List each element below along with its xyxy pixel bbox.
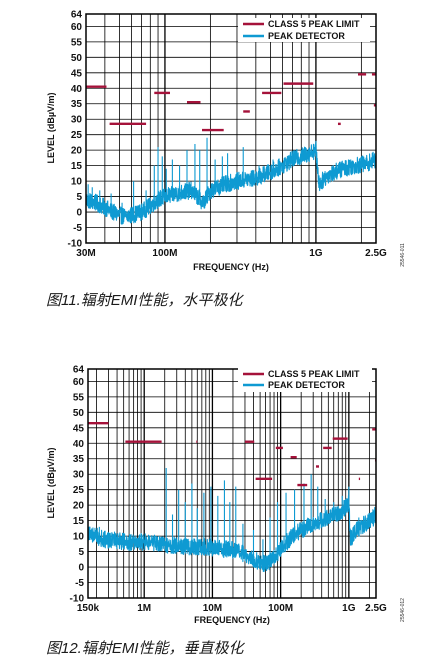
chart-1-ytick-label: 45: [71, 68, 83, 79]
chart-1-ytick-label: 50: [71, 53, 83, 64]
chart-2-ytick-label: 5: [78, 547, 84, 558]
chart-1-peak-detector-trace: [85, 137, 377, 225]
chart-2-legend-box: [238, 368, 372, 392]
chart-2-ytick-label: 0: [78, 563, 84, 574]
chart-1-ytick-label: 35: [71, 99, 83, 110]
chart-1-xtick-label: 100M: [152, 248, 177, 259]
chart-2-peak-detector-trace: [87, 468, 377, 573]
chart-1-xtick-label: 2.5G: [365, 248, 387, 259]
chart-2-figure-code: 25546-012: [400, 598, 406, 622]
chart-1-ytick-label: 5: [76, 192, 82, 203]
chart-2-xlabel: FREQUENCY (Hz): [194, 615, 270, 625]
chart-2-ytick-label: 40: [73, 439, 85, 450]
chart-2-ytick-label: 25: [73, 485, 85, 496]
chart-2-ytick-label: 64: [73, 365, 85, 376]
chart-2-legend: CLASS 5 PEAK LIMIT PEAK DETECTOR: [238, 368, 372, 392]
chart-2-ytick-label: 15: [73, 516, 85, 527]
figure-11-caption: 图11.辐射EMI性能，水平极化: [46, 292, 243, 309]
chart-2-ytick-label: 45: [73, 423, 85, 434]
chart-2-ytick-label: 35: [73, 454, 85, 465]
chart-2-plot-frame: [87, 368, 377, 599]
chart-2-xtick-label: 1M: [137, 603, 151, 614]
chart-2-ytick-label: 10: [73, 532, 85, 543]
chart-1-ytick-label: 60: [71, 22, 83, 33]
chart-2-xtick-label: 100M: [268, 603, 293, 614]
chart-2-ytick-label: 20: [73, 501, 85, 512]
chart-2-xtick-label: 150k: [77, 603, 100, 614]
chart-2-ytick-label: 30: [73, 470, 85, 481]
chart-1-ylabel: LEVEL (dBµV/m): [46, 92, 56, 163]
chart-2-gridlines: [88, 368, 376, 599]
chart-2-ylabel: LEVEL (dBµV/m): [46, 447, 56, 518]
chart-1-gridlines: [85, 13, 376, 244]
chart-1-ytick-label: 25: [71, 130, 83, 141]
chart-1-xtick-label: 30M: [76, 248, 95, 259]
chart-2-data: [87, 421, 377, 573]
chart-1-ytick-label: 20: [71, 146, 83, 157]
chart-1-ytick-label: 64: [71, 10, 83, 21]
chart-2-ytick-label: -10: [70, 594, 85, 605]
chart-1-figure-code: 25546-011: [400, 243, 406, 267]
chart-1-ytick-label: 15: [71, 161, 83, 172]
chart-1-ytick-label: -5: [73, 223, 82, 234]
chart-2-xtick-label: 10M: [203, 603, 222, 614]
chart-1-data: [85, 73, 377, 225]
chart-1-ytick-label: 40: [71, 84, 83, 95]
chart-2-ytick-label: -5: [75, 578, 84, 589]
chart-2-ytick-label: 55: [73, 392, 85, 403]
chart-2-ytick-label: 60: [73, 377, 85, 388]
chart-2-legend-label-peak: PEAK DETECTOR: [268, 380, 345, 390]
chart-2-xtick-label: 2.5G: [365, 603, 387, 614]
figure-12-caption: 图12.辐射EMI性能，垂直极化: [46, 640, 244, 657]
chart-1-ytick-label: 0: [76, 208, 82, 219]
chart-1-legend: CLASS 5 PEAK LIMIT PEAK DETECTOR: [238, 18, 370, 42]
chart-1-ytick-label: 30: [71, 115, 83, 126]
chart-1-plot-frame: [85, 13, 377, 244]
chart-1-legend-label-peak: PEAK DETECTOR: [268, 31, 345, 41]
chart-2-xtick-label: 1G: [342, 603, 356, 614]
chart-1-ytick-label: -10: [68, 239, 83, 250]
chart-2-legend-label-limit: CLASS 5 PEAK LIMIT: [268, 369, 360, 379]
chart-1-xtick-label: 1G: [309, 248, 323, 259]
chart-2-ytick-label: 50: [73, 408, 85, 419]
chart-1-ytick-label: 55: [71, 37, 83, 48]
chart-1-legend-label-limit: CLASS 5 PEAK LIMIT: [268, 19, 360, 29]
chart-1-ytick-label: 10: [71, 177, 83, 188]
chart-1-legend-box: [238, 18, 370, 42]
chart-1-xlabel: FREQUENCY (Hz): [193, 262, 269, 272]
